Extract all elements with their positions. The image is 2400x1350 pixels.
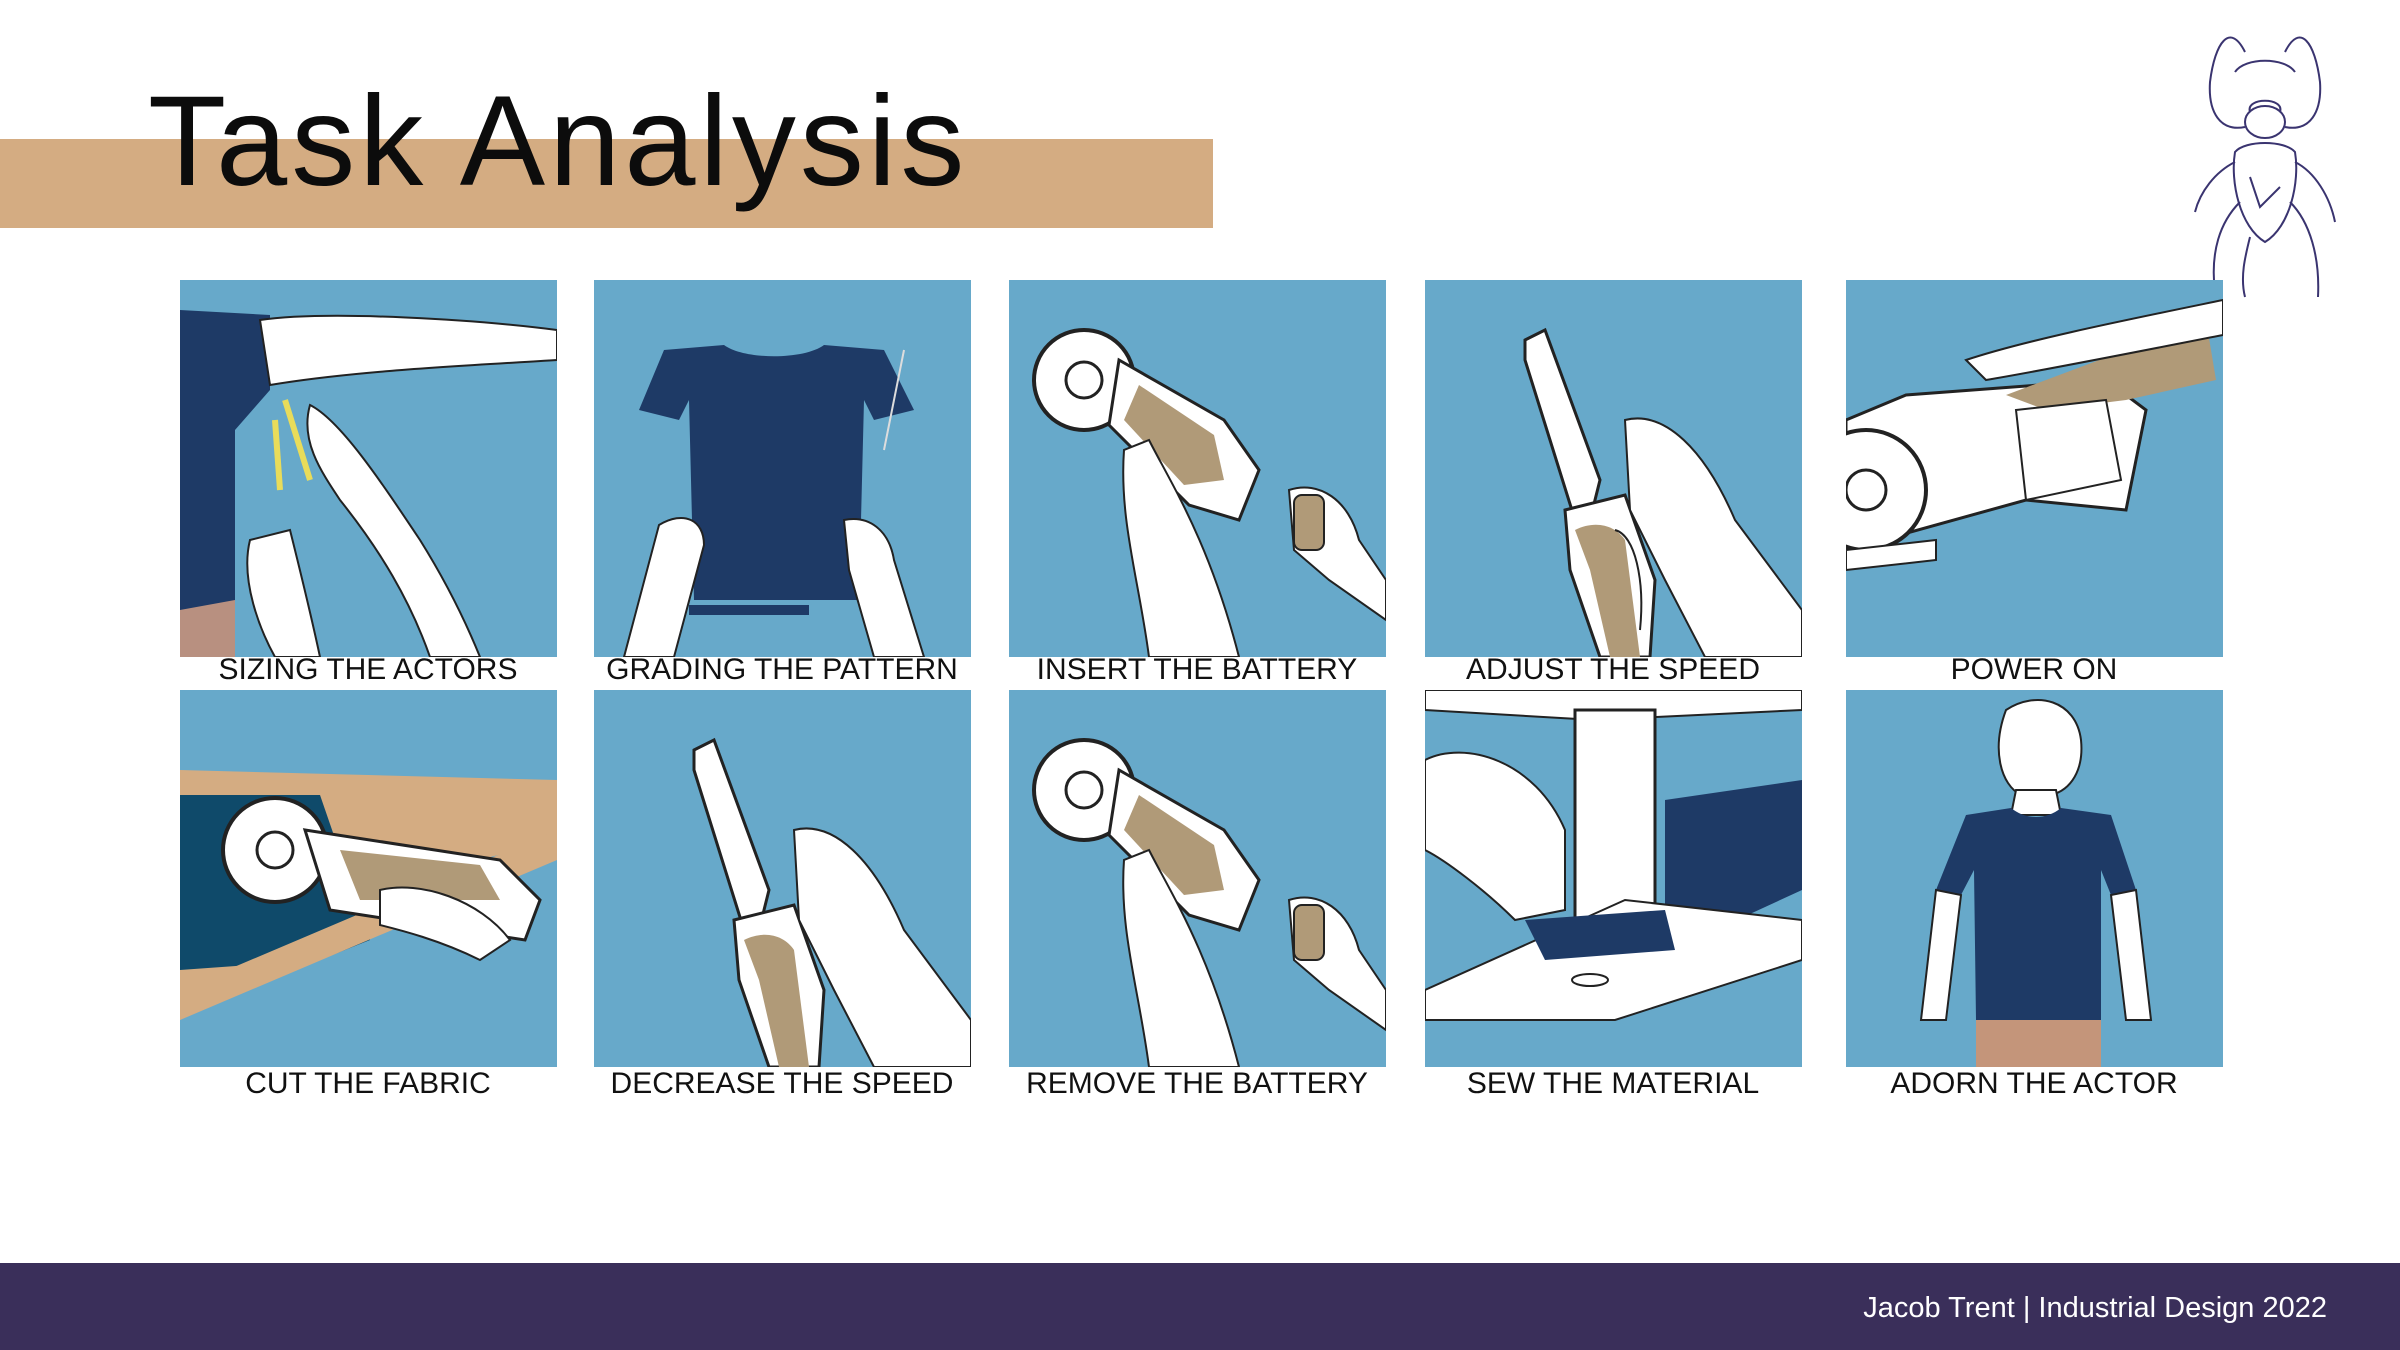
task-label-adjust-the-speed: ADJUST THE SPEED [1466, 653, 1760, 686]
task-image-adjust-the-speed [1425, 280, 1802, 657]
page-title: Task Analysis [148, 70, 969, 213]
task-image-remove-the-battery [1009, 690, 1386, 1067]
beetle-logo-icon [2194, 36, 2336, 298]
task-label-insert-the-battery: INSERT THE BATTERY [1036, 653, 1358, 686]
task-image-grading-the-pattern [594, 280, 971, 657]
task-image-decrease-the-speed [594, 690, 971, 1067]
task-image-sizing-the-actors [180, 280, 557, 657]
task-label-cut-the-fabric: CUT THE FABRIC [245, 1067, 491, 1100]
task-image-adorn-the-actor [1846, 690, 2223, 1067]
task-image-power-on [1846, 280, 2223, 657]
title-accent-bar [0, 139, 1213, 228]
task-label-power-on: POWER ON [1950, 653, 2118, 686]
task-label-remove-the-battery: REMOVE THE BATTERY [1026, 1067, 1368, 1100]
task-image-sew-the-material [1425, 690, 1802, 1067]
task-label-sizing-the-actors: SIZING THE ACTORS [218, 653, 518, 686]
task-label-grading-the-pattern: GRADING THE PATTERN [606, 653, 958, 686]
footer-bar: Jacob Trent | Industrial Design 2022 [0, 1263, 2400, 1350]
task-label-decrease-the-speed: DECREASE THE SPEED [610, 1067, 954, 1100]
task-label-adorn-the-actor: ADORN THE ACTOR [1890, 1067, 2178, 1100]
task-image-cut-the-fabric [180, 690, 557, 1067]
task-label-sew-the-material: SEW THE MATERIAL [1466, 1067, 1760, 1100]
task-image-insert-the-battery [1009, 280, 1386, 657]
footer-credit: Jacob Trent | Industrial Design 2022 [1863, 1292, 2327, 1324]
